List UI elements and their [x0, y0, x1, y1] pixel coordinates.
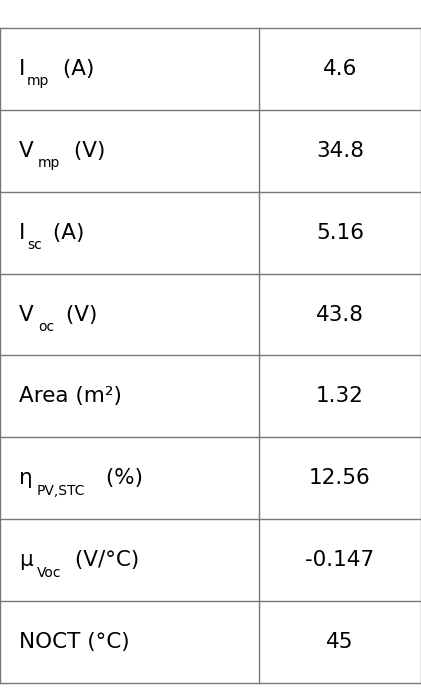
Text: (%): (%): [99, 468, 143, 489]
Text: 45: 45: [326, 632, 354, 652]
Text: V: V: [19, 305, 34, 325]
Text: I: I: [19, 59, 25, 79]
Text: η: η: [19, 468, 33, 489]
Text: (V): (V): [59, 305, 97, 325]
Text: mp: mp: [27, 75, 50, 89]
Text: mp: mp: [38, 156, 60, 170]
Text: NOCT (°C): NOCT (°C): [19, 632, 130, 652]
Text: (V/°C): (V/°C): [68, 550, 139, 570]
Text: 34.8: 34.8: [316, 141, 364, 161]
Text: 4.6: 4.6: [323, 59, 357, 79]
Text: Voc: Voc: [37, 566, 61, 580]
Text: I: I: [19, 222, 25, 243]
Text: 1.32: 1.32: [316, 386, 364, 406]
Text: PV,STC: PV,STC: [37, 484, 85, 498]
Text: 12.56: 12.56: [309, 468, 371, 489]
Text: (A): (A): [46, 222, 85, 243]
Text: (A): (A): [56, 59, 94, 79]
Text: μ: μ: [19, 550, 33, 570]
Text: sc: sc: [27, 238, 42, 252]
Text: V: V: [19, 141, 34, 161]
Text: (V): (V): [67, 141, 105, 161]
Text: -0.147: -0.147: [305, 550, 375, 570]
Text: 5.16: 5.16: [316, 222, 364, 243]
Text: Area (m²): Area (m²): [19, 386, 122, 406]
Text: oc: oc: [38, 320, 54, 334]
Text: 43.8: 43.8: [316, 305, 364, 325]
